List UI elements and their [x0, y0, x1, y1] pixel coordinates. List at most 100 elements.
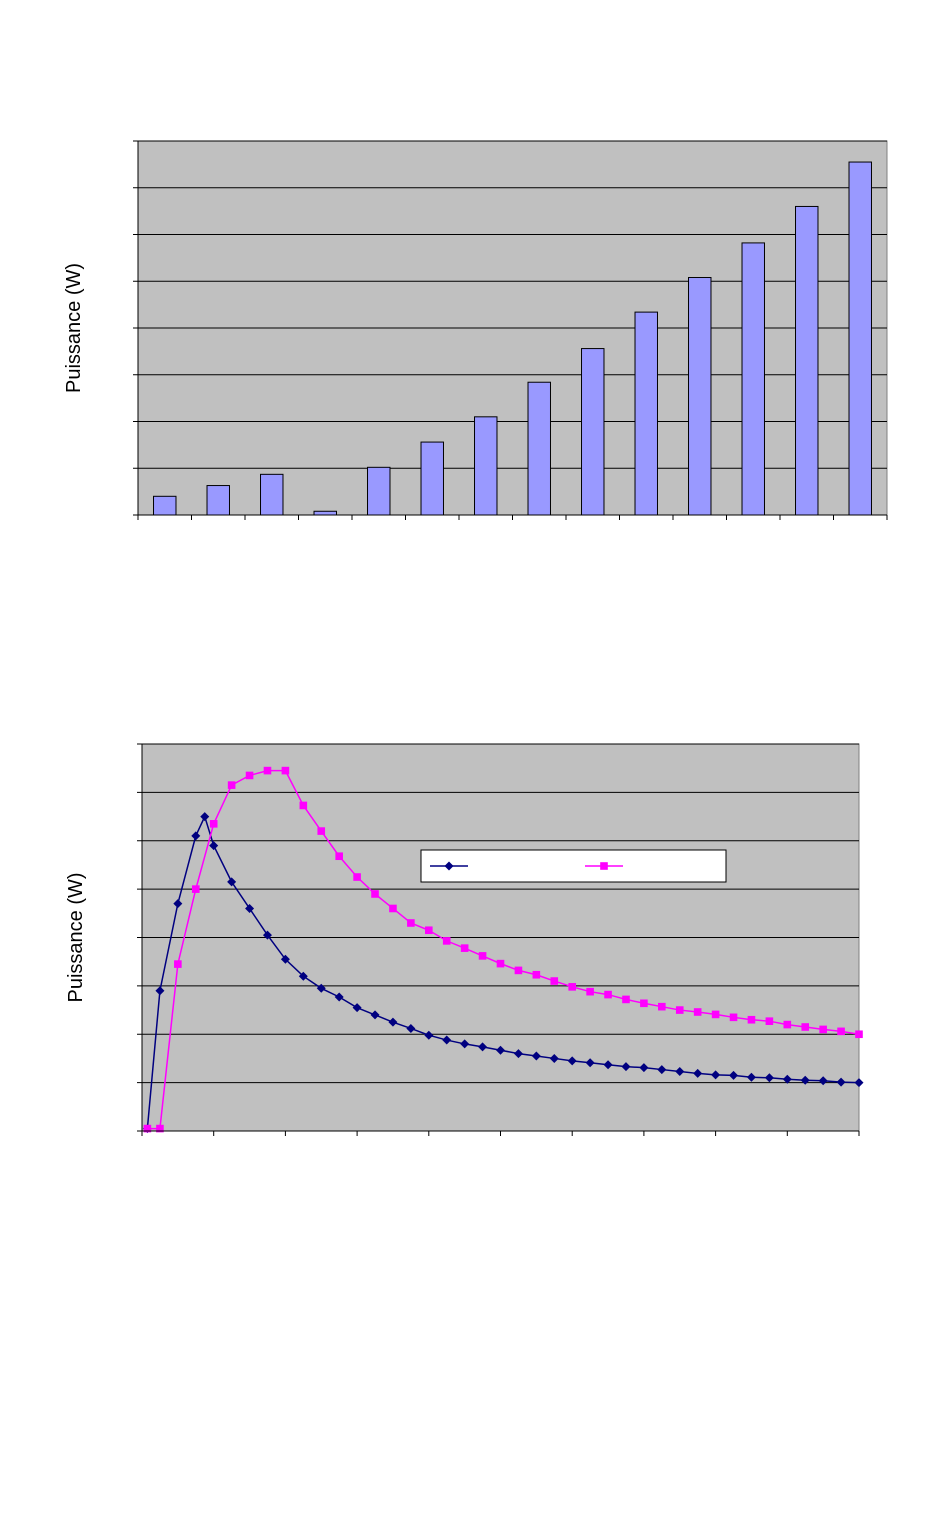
series-1-point	[693, 1068, 703, 1078]
bar	[795, 205, 819, 516]
series-1-point	[173, 899, 183, 909]
series-1-point	[352, 1003, 362, 1013]
series-1-point	[155, 986, 165, 996]
series-2-point	[143, 1124, 152, 1133]
series-1-point	[567, 1056, 577, 1066]
series-2-point	[550, 977, 559, 985]
series-2-point	[801, 1023, 810, 1031]
series-1-point	[227, 877, 237, 887]
series-1-point	[191, 831, 201, 841]
series-2-point	[353, 873, 361, 881]
series-1-point	[764, 1073, 774, 1083]
series-2-point	[837, 1027, 845, 1036]
series-2-point	[855, 1030, 863, 1039]
series-2-point	[299, 801, 308, 810]
bar	[688, 277, 712, 516]
series-2-point	[209, 820, 218, 828]
series-2-point	[729, 1013, 738, 1022]
bar	[260, 473, 284, 516]
series-2-point	[389, 904, 397, 913]
series-2-point	[819, 1025, 827, 1034]
bar-chart-bars	[153, 161, 872, 516]
bar	[634, 311, 658, 516]
bar	[313, 510, 337, 516]
series-2-point	[281, 766, 290, 775]
series-1-point	[245, 903, 255, 913]
series-1-point	[406, 1023, 416, 1033]
series-1-point	[298, 971, 308, 981]
bar	[206, 485, 230, 516]
line-chart-legend	[420, 849, 727, 883]
bar	[848, 161, 872, 516]
series-2-point	[263, 766, 272, 775]
series-1-point	[531, 1051, 541, 1061]
line-chart-series	[142, 766, 864, 1134]
series-2-point	[568, 983, 576, 991]
series-1-point	[334, 992, 344, 1002]
series-2-point	[640, 999, 648, 1008]
series-2-point	[156, 1124, 164, 1133]
series-2-point	[174, 960, 182, 968]
series-2-point	[460, 944, 469, 952]
series-2-point	[675, 1006, 684, 1014]
series-2-point	[478, 952, 487, 960]
series-2-point	[711, 1010, 720, 1019]
bar	[527, 381, 551, 516]
series-1-point	[316, 983, 326, 993]
series-2-point	[245, 771, 254, 780]
series-2-point	[407, 919, 415, 927]
series-2-point	[317, 827, 326, 835]
series-1-point	[729, 1070, 739, 1080]
series-1-point	[675, 1066, 685, 1076]
series-1-point	[496, 1045, 505, 1055]
series-1-point	[478, 1042, 488, 1052]
series-1-point	[836, 1077, 846, 1087]
series-1-point	[262, 930, 272, 940]
series-2-point	[514, 966, 523, 975]
series-2-point	[783, 1020, 792, 1029]
legend-box	[420, 849, 727, 883]
series-2-point	[658, 1002, 666, 1011]
series-1-point	[513, 1049, 523, 1059]
series-2-point	[622, 995, 630, 1004]
bar	[474, 416, 498, 516]
series-2-point	[442, 937, 451, 945]
line-chart-gridlines	[142, 743, 859, 1084]
bar	[581, 348, 605, 516]
line-chart-axes	[137, 743, 860, 1136]
line-chart-y-axis-label: Puissance (W)	[65, 872, 87, 1002]
series-1-point	[209, 841, 219, 851]
series-1-point	[549, 1053, 559, 1063]
series-1-point	[460, 1039, 470, 1049]
series-2-point	[496, 959, 505, 968]
bar	[367, 466, 391, 516]
series-2-point	[425, 926, 433, 935]
series-1-point	[424, 1030, 434, 1040]
bar	[153, 495, 177, 516]
series-1-point	[800, 1075, 810, 1085]
series-1-point	[746, 1072, 756, 1082]
series-2-point	[604, 990, 612, 999]
bar-chart: Puissance (W)	[63, 140, 888, 520]
bar	[420, 441, 444, 516]
series-2-point	[335, 852, 343, 861]
series-1-point	[370, 1010, 380, 1020]
legend-marker-series-1	[444, 861, 454, 871]
series-1-point	[639, 1063, 649, 1073]
series-1-point	[854, 1078, 864, 1088]
bar	[741, 242, 765, 516]
series-1-point	[442, 1035, 452, 1045]
series-1-point	[818, 1076, 828, 1086]
series-1-point	[200, 812, 210, 822]
series-1-point	[782, 1074, 792, 1084]
series-1-point	[657, 1065, 667, 1075]
series-1-point	[621, 1062, 631, 1072]
series-1-point	[280, 954, 290, 964]
series-2-point	[191, 885, 200, 893]
series-2-point	[532, 970, 541, 979]
series-2-point	[371, 890, 379, 898]
series-2-point	[747, 1015, 756, 1024]
bar-chart-y-axis-label: Puissance (W)	[63, 263, 85, 393]
series-2-point	[227, 781, 236, 789]
